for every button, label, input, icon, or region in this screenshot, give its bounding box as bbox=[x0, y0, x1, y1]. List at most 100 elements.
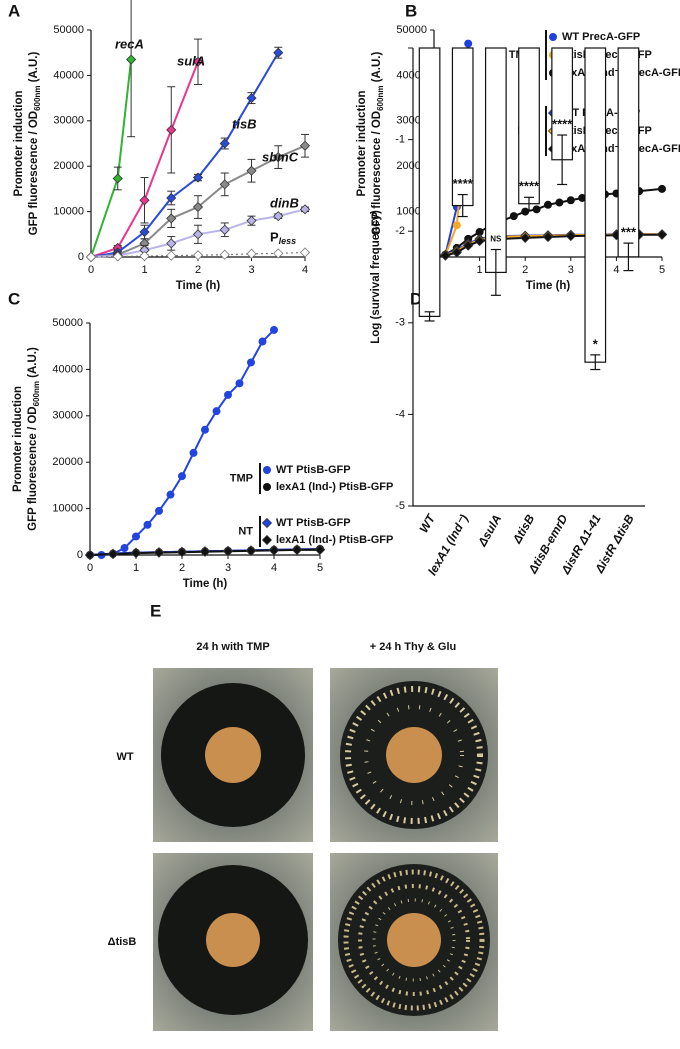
marker bbox=[542, 231, 554, 243]
y-axis-label: GFP fluorescence / OD600nm (A.U.) bbox=[28, 52, 42, 236]
y-tick-label: 0 bbox=[77, 549, 83, 561]
x-tick-label: WT bbox=[416, 511, 438, 536]
label-part: (A.U.) bbox=[371, 52, 383, 86]
panel-e: E 24 h with TMP + 24 h Thy & Glu WT Δtis… bbox=[108, 601, 498, 1031]
legend-group-label: NT bbox=[238, 525, 253, 537]
label-subscript: 600nm bbox=[32, 381, 41, 406]
error-bar bbox=[590, 354, 601, 371]
marker bbox=[192, 250, 204, 261]
marker bbox=[219, 138, 230, 149]
y-tick-label: 0 bbox=[78, 251, 84, 263]
marker bbox=[440, 250, 451, 261]
photo bbox=[153, 853, 313, 1031]
y-tick-label: 20000 bbox=[53, 160, 84, 172]
error-bar bbox=[457, 193, 468, 218]
series-label: sulA bbox=[177, 53, 205, 68]
marker bbox=[246, 93, 257, 104]
marker bbox=[464, 39, 473, 48]
significance-label: **** bbox=[519, 179, 540, 194]
legend-label: WT PrecA-GFP bbox=[562, 31, 640, 43]
marker bbox=[246, 165, 257, 176]
y-axis-label: Promoter induction bbox=[12, 386, 24, 492]
panel-label: E bbox=[150, 601, 161, 620]
y-tick-label: -2 bbox=[395, 225, 405, 237]
marker bbox=[120, 544, 129, 553]
marker bbox=[451, 247, 462, 258]
row-header: ΔtisB bbox=[108, 936, 137, 948]
marker bbox=[656, 229, 668, 240]
legend-label: lexA1 (Ind-) PtisB-GFP bbox=[276, 534, 393, 546]
marker bbox=[566, 196, 575, 205]
bar bbox=[584, 47, 607, 363]
marker bbox=[520, 232, 531, 243]
marker bbox=[245, 545, 257, 556]
marker bbox=[474, 236, 485, 247]
photo bbox=[153, 668, 313, 842]
significance-label: * bbox=[593, 336, 599, 351]
marker bbox=[139, 195, 150, 206]
x-axis-label: Time (h) bbox=[526, 280, 571, 292]
legend-marker bbox=[263, 466, 271, 474]
x-tick-label: 1 bbox=[133, 562, 139, 574]
marker bbox=[246, 215, 257, 226]
error-bar bbox=[623, 242, 634, 272]
error-bar bbox=[557, 134, 568, 186]
x-tick-label: 1 bbox=[477, 264, 483, 276]
marker bbox=[178, 472, 186, 481]
marker bbox=[273, 248, 284, 259]
x-tick-label: 2 bbox=[179, 562, 185, 574]
marker bbox=[139, 226, 150, 238]
photo bbox=[330, 853, 498, 1031]
legend-marker bbox=[261, 534, 273, 546]
marker bbox=[112, 251, 123, 262]
y-axis-label: GFP fluorescence / OD600nm (A.U.) bbox=[371, 52, 385, 236]
marker bbox=[273, 47, 284, 58]
marker bbox=[235, 379, 244, 388]
significance-label: *** bbox=[621, 225, 637, 240]
x-tick-label: 0 bbox=[88, 264, 94, 276]
marker bbox=[268, 545, 280, 556]
legend-marker bbox=[263, 483, 271, 491]
y-axis-label: Promoter induction bbox=[13, 90, 25, 196]
x-tick-label: 3 bbox=[225, 562, 231, 574]
series-line bbox=[90, 329, 275, 556]
legend-label: WT PtisB-GFP bbox=[276, 464, 351, 476]
marker bbox=[247, 358, 255, 367]
x-tick-label: ΔtisB bbox=[509, 512, 537, 547]
error-bar bbox=[490, 248, 501, 296]
marker bbox=[107, 549, 119, 560]
marker bbox=[555, 198, 564, 207]
marker bbox=[291, 544, 303, 555]
x-tick-label: 3 bbox=[248, 264, 254, 276]
marker bbox=[299, 204, 311, 215]
error-bar bbox=[524, 196, 534, 211]
x-tick-label: 2 bbox=[195, 264, 201, 276]
marker bbox=[176, 547, 188, 558]
y-tick-label: 50000 bbox=[53, 24, 84, 36]
x-tick-label: 5 bbox=[659, 264, 665, 276]
significance-label: **** bbox=[552, 116, 573, 131]
x-axis-label: Time (h) bbox=[176, 280, 221, 292]
label-subscript: less bbox=[279, 236, 297, 246]
y-axis-label: Log (survival frequency) bbox=[370, 210, 382, 344]
x-tick-label: 1 bbox=[141, 264, 147, 276]
marker bbox=[189, 448, 198, 457]
marker bbox=[166, 192, 177, 204]
series-line bbox=[90, 52, 280, 258]
marker bbox=[544, 200, 552, 209]
y-tick-label: 50000 bbox=[52, 317, 83, 329]
y-tick-label: -4 bbox=[395, 408, 405, 420]
column-header: 24 h with TMP bbox=[196, 641, 269, 653]
series-label: Pless bbox=[270, 229, 296, 246]
x-tick-label: 5 bbox=[317, 562, 323, 574]
y-tick-label: 30000 bbox=[53, 115, 84, 127]
x-tick-label: 2 bbox=[522, 264, 528, 276]
panel-label: B bbox=[405, 1, 417, 20]
legend-label: WT PtisB-GFP bbox=[276, 517, 351, 529]
x-tick-label: 4 bbox=[613, 264, 619, 276]
label-part: (A.U.) bbox=[27, 347, 39, 381]
y-tick-label: 20000 bbox=[52, 456, 83, 468]
marker bbox=[212, 407, 221, 416]
error-bar bbox=[127, 0, 136, 138]
